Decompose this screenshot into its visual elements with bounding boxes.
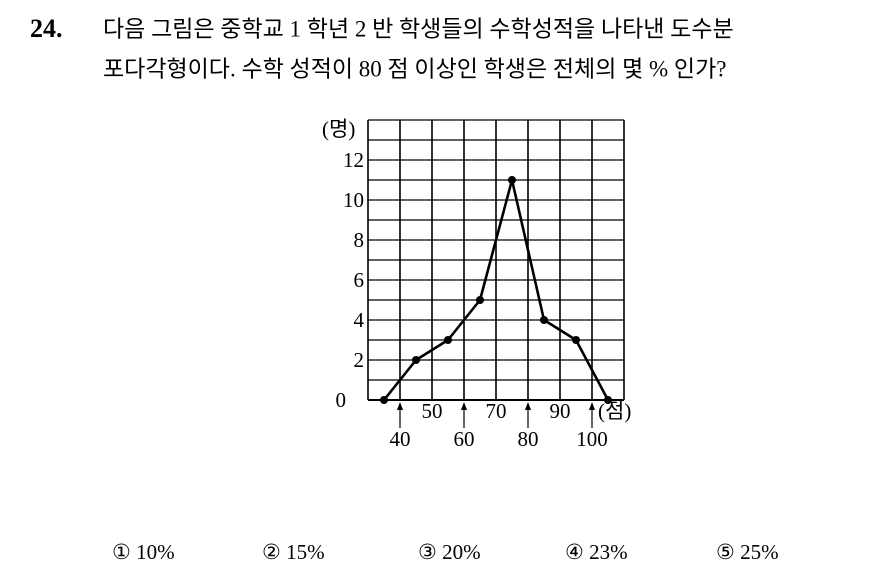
choice: ③ 20% xyxy=(418,540,481,564)
choices: ① 10% ② 15% ③ 20% ④ 23% ⑤ 25% xyxy=(112,540,779,564)
data-point xyxy=(508,176,516,184)
y-tick-label: 4 xyxy=(354,308,365,332)
x-tick-label: 80 xyxy=(518,427,539,451)
data-point xyxy=(412,356,420,364)
question-line: 다음 그림은 중학교 1 학년 2 반 학생들의 수학성적을 나타낸 도수분 xyxy=(103,16,734,41)
data-point xyxy=(540,316,548,324)
data-point xyxy=(572,336,580,344)
question-line: 포다각형이다. 수학 성적이 80 점 이상인 학생은 전체의 몇 % 인가? xyxy=(103,56,726,81)
x-tick-label: 90 xyxy=(550,399,571,423)
x-tick-label: 70 xyxy=(486,399,507,423)
choice: ④ 23% xyxy=(565,540,628,564)
x-tick-arrowhead xyxy=(397,402,403,410)
data-point xyxy=(604,396,612,404)
x-unit: (점) xyxy=(598,399,631,423)
data-point xyxy=(380,396,388,404)
x-tick-label: 100 xyxy=(576,427,608,451)
y-tick-label: 12 xyxy=(343,148,364,172)
x-tick-arrowhead xyxy=(461,402,467,410)
choice: ② 15% xyxy=(262,540,325,564)
y-tick-label: 2 xyxy=(354,348,365,372)
x-tick-label: 40 xyxy=(390,427,411,451)
y-tick-label: 8 xyxy=(354,228,365,252)
y-unit: (명) xyxy=(322,117,355,141)
y-tick-label: 0 xyxy=(336,388,347,412)
choice: ① 10% xyxy=(112,540,175,564)
choice: ⑤ 25% xyxy=(716,540,779,564)
data-point xyxy=(476,296,484,304)
x-tick-arrowhead xyxy=(525,402,531,410)
x-tick-label: 50 xyxy=(422,399,443,423)
x-tick-label: 60 xyxy=(454,427,475,451)
x-tick-arrowhead xyxy=(589,402,595,410)
data-point xyxy=(444,336,452,344)
polygon-line xyxy=(382,178,610,401)
y-tick-label: 10 xyxy=(343,188,364,212)
question-number: 24. xyxy=(30,14,63,43)
y-tick-label: 6 xyxy=(354,268,365,292)
